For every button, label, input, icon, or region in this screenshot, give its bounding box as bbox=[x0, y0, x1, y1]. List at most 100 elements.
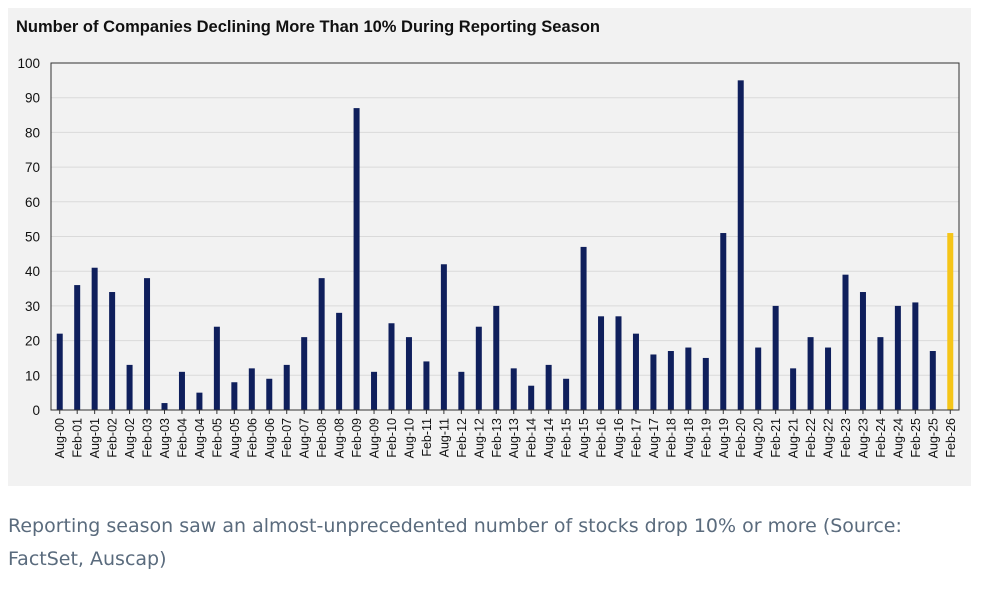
x-tick-label: Aug-09 bbox=[368, 418, 382, 458]
bar bbox=[283, 364, 290, 410]
bar bbox=[772, 305, 779, 410]
bar bbox=[790, 368, 797, 410]
bar bbox=[161, 403, 168, 410]
x-tick-label: Feb-20 bbox=[734, 418, 748, 458]
y-tick-label: 60 bbox=[25, 195, 40, 210]
x-tick-label: Aug-21 bbox=[787, 418, 801, 458]
x-tick-label: Feb-25 bbox=[909, 418, 923, 458]
bar-chart: 0 10 20 30 40 50 60 70 80 90 100 Aug-00 Feb-01 Aug-01… bbox=[17, 56, 960, 458]
x-tick-label: Feb-04 bbox=[175, 418, 189, 458]
bar bbox=[353, 108, 360, 411]
bar bbox=[423, 361, 430, 410]
bar bbox=[178, 371, 185, 410]
y-tick-label: 80 bbox=[25, 125, 40, 140]
x-tick-label: Aug-18 bbox=[682, 418, 696, 458]
x-tick-label: Feb-26 bbox=[944, 418, 958, 458]
figure-caption: Reporting season saw an almost-unprecede… bbox=[8, 515, 902, 570]
x-tick-label: Aug-19 bbox=[717, 418, 731, 458]
bar bbox=[825, 347, 832, 410]
x-tick-label: Feb-03 bbox=[141, 418, 155, 458]
bar bbox=[248, 368, 255, 410]
x-tick-label: Feb-21 bbox=[769, 418, 783, 458]
x-tick-label: Feb-19 bbox=[699, 418, 713, 458]
x-tick-label: Feb-11 bbox=[420, 418, 434, 457]
bar bbox=[144, 278, 151, 410]
bar bbox=[650, 354, 657, 410]
x-tick-label: Feb-22 bbox=[804, 418, 818, 458]
bar bbox=[615, 316, 622, 410]
bar bbox=[301, 337, 308, 410]
x-tick-label: Feb-05 bbox=[210, 418, 224, 458]
bar bbox=[213, 326, 220, 410]
bar bbox=[755, 347, 762, 410]
x-tick-label: Feb-24 bbox=[874, 418, 888, 458]
x-tick-label: Aug-23 bbox=[856, 418, 870, 458]
x-tick-label: Aug-07 bbox=[298, 418, 312, 458]
bar bbox=[912, 302, 919, 410]
x-tick-label: Aug-10 bbox=[402, 418, 416, 458]
bar bbox=[667, 351, 674, 410]
bar bbox=[807, 337, 814, 410]
x-tick-label: Aug-25 bbox=[926, 418, 940, 458]
bar bbox=[231, 382, 238, 410]
x-tick-label: Aug-16 bbox=[612, 418, 626, 458]
x-tick-label: Feb-08 bbox=[315, 418, 329, 458]
chart-title: Number of Companies Declining More Than … bbox=[16, 18, 600, 36]
bar bbox=[440, 264, 447, 410]
x-tick-label: Feb-18 bbox=[664, 418, 678, 458]
bar bbox=[371, 371, 378, 410]
bar bbox=[458, 371, 465, 410]
x-tick-label: Feb-13 bbox=[490, 418, 504, 458]
y-tick-label: 10 bbox=[25, 368, 40, 383]
bar bbox=[842, 274, 849, 410]
bar bbox=[336, 312, 343, 410]
bar bbox=[126, 364, 133, 410]
bar bbox=[685, 347, 692, 410]
bar bbox=[598, 316, 605, 410]
x-tick-label: Aug-02 bbox=[123, 418, 137, 458]
bar bbox=[859, 292, 866, 410]
bar bbox=[580, 246, 587, 410]
x-tick-label: Feb-15 bbox=[560, 418, 574, 458]
y-tick-label: 90 bbox=[25, 91, 40, 106]
x-tick-label: Aug-01 bbox=[88, 418, 102, 458]
x-tick-label: Feb-01 bbox=[71, 418, 85, 458]
x-tick-label: Aug-20 bbox=[752, 418, 766, 458]
x-tick-label: Feb-02 bbox=[106, 418, 120, 458]
x-tick-label: Aug-15 bbox=[577, 418, 591, 458]
y-tick-label: 20 bbox=[25, 334, 40, 349]
bar bbox=[929, 351, 936, 410]
x-tick-label: Feb-07 bbox=[280, 418, 294, 458]
bar bbox=[737, 80, 744, 410]
y-tick-label: 70 bbox=[25, 160, 40, 175]
x-tick-label: Feb-17 bbox=[629, 418, 643, 458]
x-tick-label: Feb-06 bbox=[245, 418, 259, 458]
bar bbox=[388, 323, 395, 410]
x-tick-label: Aug-06 bbox=[263, 418, 277, 458]
bar bbox=[91, 267, 98, 410]
x-tick-label: Aug-08 bbox=[333, 418, 347, 458]
chart-panel: Number of Companies Declining More Than … bbox=[8, 8, 971, 486]
x-tick-label: Aug-03 bbox=[158, 418, 172, 458]
x-tick-label: Aug-14 bbox=[542, 418, 556, 458]
x-tick-label: Feb-16 bbox=[595, 418, 609, 458]
bar bbox=[475, 326, 482, 410]
y-tick-label: 50 bbox=[25, 230, 40, 245]
x-tick-label: Feb-14 bbox=[525, 418, 539, 458]
bar bbox=[563, 378, 570, 410]
bar bbox=[266, 378, 273, 410]
x-tick-label: Aug-12 bbox=[472, 418, 486, 458]
bar bbox=[877, 337, 884, 410]
y-tick-label: 100 bbox=[17, 56, 40, 71]
x-tick-label: Aug-17 bbox=[647, 418, 661, 458]
x-tick-label: Feb-23 bbox=[839, 418, 853, 458]
bar bbox=[947, 233, 954, 410]
bar bbox=[510, 368, 517, 410]
bar bbox=[196, 392, 203, 410]
bar bbox=[720, 233, 727, 410]
bar bbox=[405, 337, 412, 410]
plot-frame bbox=[50, 62, 960, 411]
x-tick-label: Aug-24 bbox=[891, 418, 905, 458]
bar bbox=[528, 385, 535, 410]
bar bbox=[318, 278, 325, 410]
